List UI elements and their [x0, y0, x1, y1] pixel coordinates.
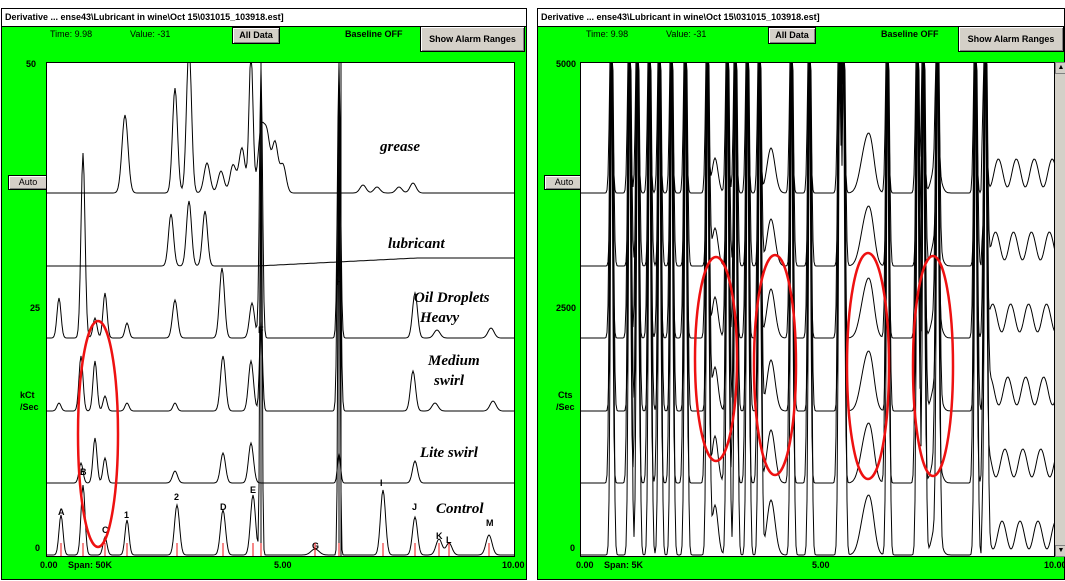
label-heavy: Heavy [420, 308, 459, 328]
peak-label-K: K [436, 531, 443, 541]
label-control: Control [436, 499, 484, 519]
right-x-tick-start: 0.00 [576, 560, 594, 570]
scroll-down-arrow-icon[interactable]: ▼ [1055, 545, 1065, 557]
right-x-tick-end: 10.00 [1044, 560, 1065, 570]
left-x-tick-start: 0.00 [40, 560, 58, 570]
peak-label-F: F [258, 325, 264, 335]
left-x-tick-mid: 5.00 [274, 560, 292, 570]
left-y-tick-top: 50 [26, 59, 36, 69]
peak-label-A: A [58, 507, 65, 517]
label-swirl: swirl [434, 371, 464, 391]
peak-label-G: G [312, 541, 319, 551]
right-plot-area[interactable] [580, 62, 1055, 557]
left-time-readout: Time: 9.98 [50, 29, 92, 39]
peak-label-D: D [220, 502, 227, 512]
peak-label-H: H [336, 277, 343, 287]
left-auto-scale-button[interactable]: Auto [8, 175, 48, 190]
right-y-tick-mid: 2500 [556, 303, 576, 313]
left-window-title: Derivative ... ense43\Lubricant in wine\… [2, 9, 526, 27]
right-y-unit-line2: /Sec [556, 402, 575, 412]
right-all-data-button[interactable]: All Data [768, 27, 816, 44]
right-chromatogram-traces [581, 63, 1055, 557]
right-auto-scale-button[interactable]: Auto [544, 175, 584, 190]
left-span-readout: Span: 50K [68, 560, 112, 570]
peak-label-B: B [80, 467, 87, 477]
right-vertical-scrollbar[interactable]: ▲ ▼ [1054, 62, 1065, 557]
left-y-unit-line1: kCt [20, 390, 35, 400]
right-show-alarm-ranges-button[interactable]: Show Alarm Ranges [958, 26, 1064, 52]
left-show-alarm-ranges-button[interactable]: Show Alarm Ranges [420, 26, 525, 52]
right-span-readout: Span: 5K [604, 560, 643, 570]
peak-label-E: E [250, 485, 256, 495]
label-lubricant: lubricant [388, 234, 445, 254]
scroll-up-arrow-icon[interactable]: ▲ [1055, 62, 1065, 74]
right-highlight-ellipse-3 [847, 253, 889, 479]
right-y-tick-top: 5000 [556, 59, 576, 69]
left-chromatogram-window: Derivative ... ense43\Lubricant in wine\… [1, 8, 527, 580]
left-value-readout: Value: -31 [130, 29, 170, 39]
peak-label-2: 2 [174, 492, 179, 502]
peak-label-I: I [380, 478, 383, 488]
right-y-tick-bottom: 0 [570, 543, 575, 553]
right-value-readout: Value: -31 [666, 29, 706, 39]
left-y-tick-bottom: 0 [35, 543, 40, 553]
peak-label-J: J [412, 502, 417, 512]
label-oil-droplets: Oil Droplets [414, 288, 489, 308]
left-y-tick-mid: 25 [30, 303, 40, 313]
right-y-unit-line1: Cts [558, 390, 573, 400]
right-chromatogram-window: Derivative ... ense43\Lubricant in wine\… [537, 8, 1065, 580]
left-all-data-button[interactable]: All Data [232, 27, 280, 44]
left-x-tick-end: 10.00 [502, 560, 525, 570]
trace-lubricant [47, 201, 515, 266]
label-lite-swirl: Lite swirl [420, 443, 478, 463]
right-x-tick-mid: 5.00 [812, 560, 830, 570]
peak-label-M: M [486, 518, 494, 528]
left-highlight-ellipse [78, 321, 118, 547]
right-window-title: Derivative ... ense43\Lubricant in wine\… [538, 9, 1064, 27]
trace-grease [47, 63, 515, 193]
left-baseline-status: Baseline OFF [345, 29, 403, 39]
right-baseline-status: Baseline OFF [881, 29, 939, 39]
peak-label-1: 1 [124, 510, 129, 520]
right-time-readout: Time: 9.98 [586, 29, 628, 39]
label-medium: Medium [428, 351, 480, 371]
left-y-unit-line2: /Sec [20, 402, 39, 412]
label-grease: grease [380, 137, 420, 157]
